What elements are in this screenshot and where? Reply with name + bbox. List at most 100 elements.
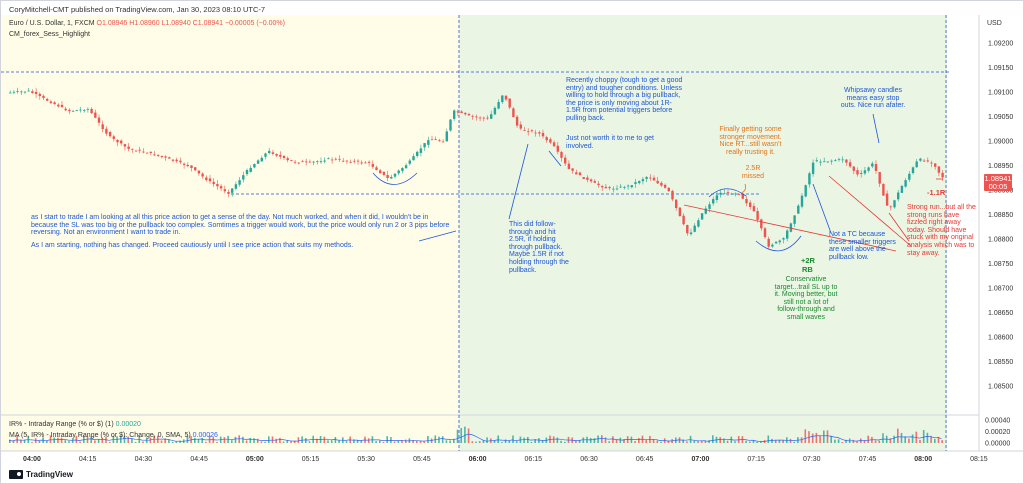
range-bar	[475, 441, 477, 443]
candle-body	[453, 110, 456, 119]
range-bar	[704, 440, 707, 443]
candle-body	[663, 184, 667, 188]
candle-body	[515, 116, 519, 126]
range-bar	[179, 440, 181, 443]
candle-body	[486, 117, 489, 119]
range-bar	[782, 439, 784, 443]
stronger-movement-note: Finally getting some stronger movement. …	[719, 126, 782, 156]
candle-body	[123, 144, 127, 147]
time-tick-label: 04:45	[190, 456, 208, 463]
symbol-legend[interactable]: Euro / U.S. Dollar, 1, FXCM O1.08946 H1.…	[9, 20, 285, 27]
range-bar	[116, 436, 118, 443]
candle-body	[393, 173, 397, 177]
candle-body	[423, 143, 426, 148]
ma-legend[interactable]: MA (5, IR% - Intraday Range (% or $): Ch…	[9, 432, 218, 439]
minus-1r-label: -1.1R	[927, 188, 946, 197]
candle-body	[556, 145, 559, 152]
candle-body	[441, 141, 445, 143]
candle-body	[316, 161, 319, 163]
missed-target-note: 2.5R missed	[741, 165, 765, 180]
candle-body	[863, 170, 867, 174]
candle-body	[612, 188, 615, 190]
range-bar	[275, 438, 277, 443]
candle-body	[475, 116, 478, 118]
candle-body	[182, 163, 186, 165]
range-bar	[97, 439, 100, 443]
candle-body	[71, 110, 75, 112]
price-tick-label: 1.08900	[988, 188, 1013, 195]
range-bar	[534, 439, 536, 443]
candle-body	[12, 91, 16, 93]
range-bar	[264, 441, 266, 443]
price-axis[interactable]: 1.09200 1.09150 1.09100 1.09050 1.09000 1.089…	[988, 41, 1013, 391]
range-bar	[83, 435, 85, 443]
candle-body	[897, 192, 900, 200]
range-bar	[75, 435, 78, 443]
candle-body	[275, 153, 278, 156]
range-bar	[305, 438, 307, 443]
range-bar	[194, 437, 196, 443]
candle-body	[367, 161, 371, 163]
candle-body	[467, 114, 471, 116]
range-bar	[68, 441, 70, 443]
candle-body	[471, 115, 474, 117]
candle-body	[227, 191, 230, 194]
red-arrows	[683, 175, 943, 252]
range-bar	[416, 440, 418, 443]
range-bar	[841, 441, 844, 443]
candle-body	[397, 170, 400, 174]
range-bar	[286, 440, 289, 443]
range-bar	[826, 430, 829, 443]
price-tick-label: 1.08500	[988, 384, 1013, 391]
range-bar	[834, 439, 836, 443]
candle-body	[841, 159, 844, 161]
candle-body	[867, 167, 870, 171]
range-bar	[830, 435, 832, 443]
candle-body	[771, 244, 774, 247]
range-bar	[142, 441, 144, 443]
candle-body	[253, 164, 256, 168]
candle-body	[23, 91, 27, 93]
range-bar	[49, 435, 52, 443]
rounded-top-curve	[708, 188, 747, 198]
range-bar	[645, 440, 647, 443]
lower-pane-axis[interactable]: 0.00040 0.00020 0.00000	[985, 418, 1010, 448]
candle-body	[60, 104, 64, 107]
range-bar	[752, 440, 755, 443]
range-bar	[819, 435, 821, 443]
whipsawy-note: Whipsawy candles means easy stop outs. N…	[840, 87, 906, 110]
candle-body	[560, 151, 563, 158]
time-axis[interactable]: 04:00 04:15 04:30 04:45 05:00 05:15 05:30 05:45…	[23, 456, 988, 463]
range-bar	[597, 435, 599, 443]
candle-body	[364, 162, 367, 164]
indicator-legend[interactable]: CM_forex_Sess_Highlight	[9, 31, 90, 38]
range-bar	[123, 435, 126, 443]
time-tick-label: 05:15	[302, 456, 320, 463]
candle-body	[671, 190, 674, 200]
candlestick-series[interactable]	[9, 87, 944, 249]
range-bar	[379, 440, 381, 443]
tradingview-logo[interactable]: TradingView	[9, 470, 73, 479]
time-tick-label: 04:00	[23, 456, 41, 463]
price-tick-label: 1.09000	[988, 139, 1013, 146]
candle-body	[449, 119, 452, 131]
ir-legend[interactable]: IR% - Intraday Range (% or $) (1) 0.0002…	[9, 421, 141, 428]
published-by: CoryMitchell-CMT published on TradingVie…	[9, 5, 266, 14]
choppy-note-2: Just not worth it to me to get involved.	[566, 135, 654, 150]
candle-body	[860, 172, 863, 174]
missed-arrow	[740, 183, 746, 194]
price-tick-label: 1.08700	[988, 286, 1013, 293]
range-bar	[79, 441, 81, 443]
bar-countdown: 00:05	[988, 182, 1008, 191]
range-bar	[734, 441, 736, 443]
candle-body	[138, 149, 141, 151]
price-tick-label: 1.09150	[988, 65, 1013, 72]
range-bar	[867, 435, 869, 443]
range-bar	[90, 436, 92, 443]
candle-body	[145, 152, 149, 154]
range-bar	[515, 441, 518, 443]
range-bar	[726, 440, 729, 443]
range-bar	[693, 440, 696, 443]
ma-label-text: MA (5, IR% - Intraday Range (% or $): Ch…	[9, 432, 191, 439]
